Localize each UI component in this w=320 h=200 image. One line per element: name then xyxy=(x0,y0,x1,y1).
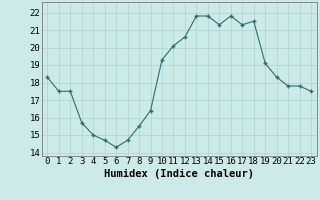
X-axis label: Humidex (Indice chaleur): Humidex (Indice chaleur) xyxy=(104,169,254,179)
